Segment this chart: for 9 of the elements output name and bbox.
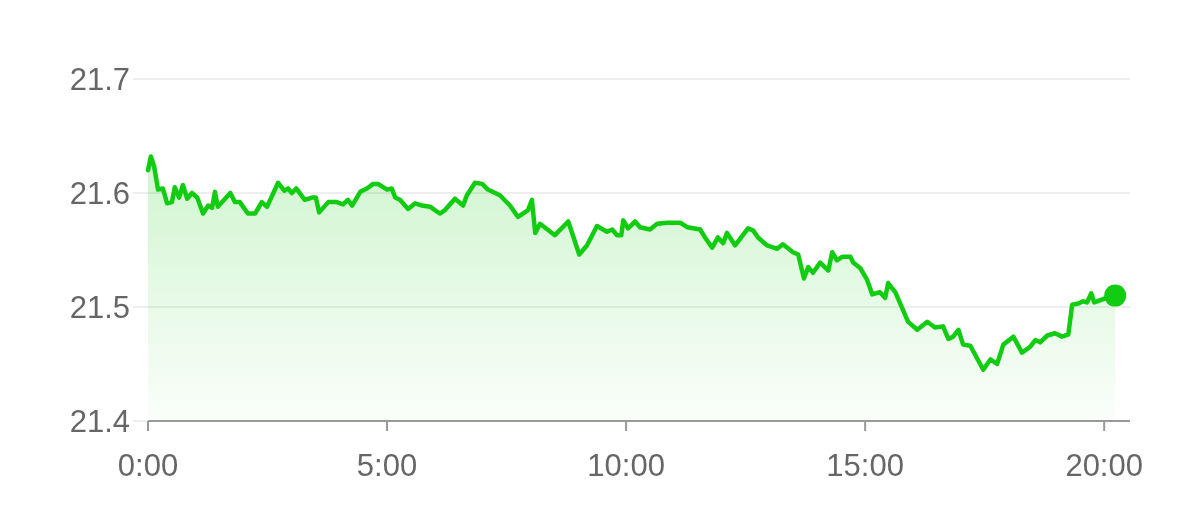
x-tick-label: 15:00: [826, 448, 904, 483]
x-tick-label: 20:00: [1065, 448, 1143, 483]
x-tick-label: 5:00: [356, 448, 418, 483]
y-tick-label: 21.5: [69, 289, 130, 325]
y-tick-label: 21.4: [69, 403, 130, 439]
y-tick-label: 21.6: [69, 175, 130, 211]
y-tick-label: 21.7: [69, 61, 130, 97]
x-tick-label: 10:00: [587, 448, 665, 483]
x-tick-label: 0:00: [117, 448, 179, 483]
